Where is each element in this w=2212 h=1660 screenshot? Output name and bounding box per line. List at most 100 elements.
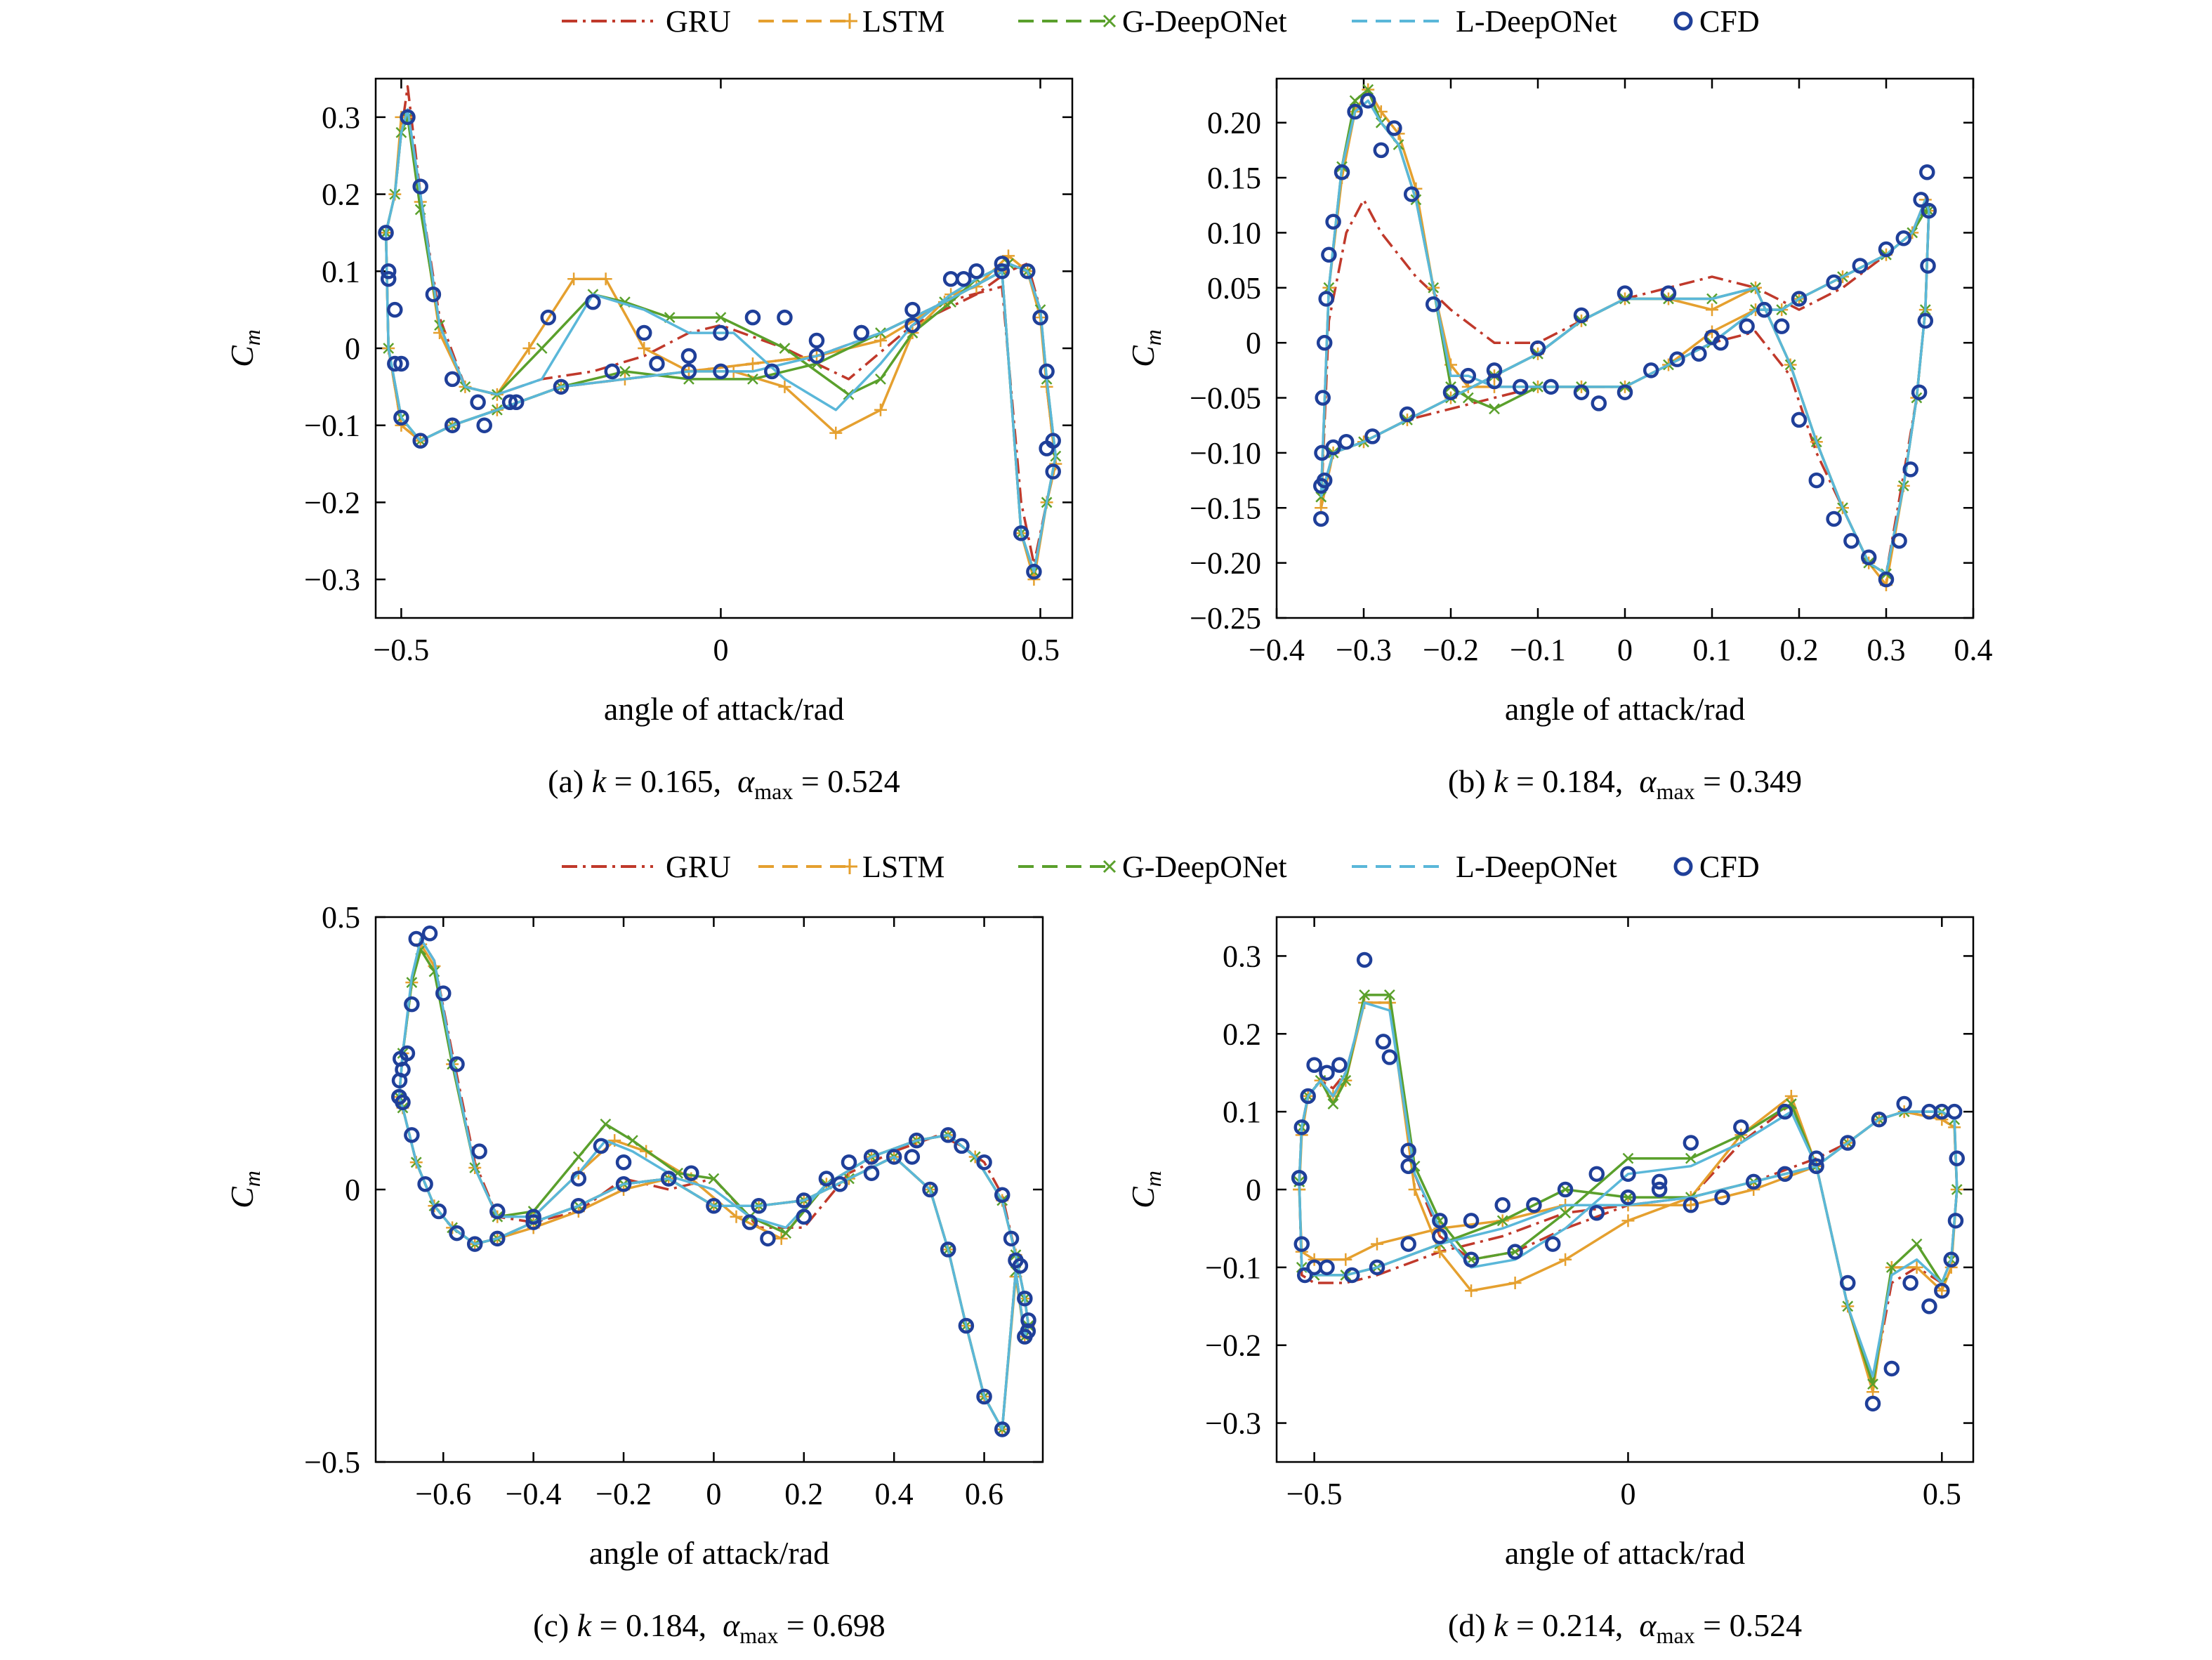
y-tick-label: 0 <box>1246 326 1261 360</box>
cfd-point <box>808 348 825 364</box>
cfd-point <box>1442 384 1459 400</box>
caption-alpha-value: = 0.524 <box>1695 1607 1802 1643</box>
cfd-point <box>1343 1267 1360 1284</box>
y-tick-label: −0.05 <box>1190 381 1261 416</box>
cfd-point <box>744 309 761 326</box>
cfd-point <box>1883 1360 1900 1377</box>
cfd-point <box>1306 1057 1322 1073</box>
series-marker-lstm <box>567 272 581 286</box>
legend-entry-g-deeponet: G-DeepONet <box>1018 850 1287 884</box>
series-marker-g-deeponet <box>875 374 886 385</box>
cfd-point <box>1347 103 1363 120</box>
legend-entry-l-deeponet: L-DeepONet <box>1352 850 1617 884</box>
caption-alpha-sub: max <box>1657 1623 1695 1648</box>
cfd-point <box>1364 428 1381 444</box>
series-marker-lstm <box>599 272 612 286</box>
cfd-point <box>1745 1173 1762 1190</box>
cfd-point <box>1683 1135 1699 1151</box>
cfd-point <box>1588 1205 1605 1221</box>
cfd-point <box>1588 1166 1605 1183</box>
cfd-point <box>1921 1103 1937 1120</box>
cfd-point <box>958 1317 975 1334</box>
caption-k-label: k <box>1494 1607 1509 1643</box>
cfd-point <box>408 930 425 947</box>
caption-k-label: k <box>1494 763 1509 799</box>
cfd-point <box>444 417 461 433</box>
cfd-point <box>1840 1135 1856 1151</box>
x-tick-label: −0.4 <box>506 1477 562 1511</box>
cfd-point <box>412 433 428 449</box>
cfd-point <box>1386 120 1402 136</box>
x-tick-label: 0.5 <box>1021 633 1060 667</box>
y-tick-label: −0.3 <box>1205 1407 1261 1441</box>
cfd-point <box>1791 291 1808 307</box>
series-marker-g-deeponet <box>1622 1192 1634 1203</box>
cfd-point <box>956 271 972 287</box>
series-marker-lstm <box>829 426 843 440</box>
y-tick-label: 0.2 <box>1223 1017 1261 1051</box>
cfd-point <box>831 1175 848 1192</box>
cfd-point <box>1319 1065 1335 1081</box>
y-tick-label: −0.25 <box>1190 601 1261 635</box>
caption-alpha: α <box>723 1607 740 1643</box>
y-tick-label: 0.10 <box>1207 216 1261 250</box>
legend-2: GRU LSTM G-DeepONet L-DeepONet CFD <box>562 850 1760 884</box>
cfd-point <box>1777 1166 1793 1183</box>
x-tick-label: −0.2 <box>595 1477 652 1511</box>
cfd-point <box>1852 258 1869 274</box>
y-tick-label: −0.2 <box>304 485 360 520</box>
cfd-point <box>713 363 729 380</box>
cfd-point <box>1660 285 1677 301</box>
cfd-point <box>760 1230 776 1247</box>
y-tick-label: 0.5 <box>322 900 360 935</box>
cfd-point <box>1003 1230 1020 1247</box>
cfd-point <box>615 1154 632 1171</box>
series-marker-g-deeponet <box>1383 989 1395 1001</box>
cfd-point <box>525 1214 541 1230</box>
cfd-point <box>954 1138 970 1154</box>
cfd-point <box>1791 411 1808 428</box>
caption-alpha-sub: max <box>754 779 793 804</box>
cfd-point <box>393 409 409 426</box>
y-tick-label: 0 <box>345 1173 360 1207</box>
series-line-g-deeponet <box>1298 994 1958 1385</box>
cfd-point <box>1878 241 1895 258</box>
cfd-point <box>994 256 1010 272</box>
series-marker-lstm <box>1621 1214 1635 1227</box>
y-axis-label: Cm <box>1125 1171 1166 1208</box>
legend-marker <box>842 859 857 874</box>
cfd-point <box>1683 1197 1699 1213</box>
chart-panel-c: −0.6 −0.4 −0.2 0 0.2 0.4 0.6 −0.5 0 0.5 angle of a… <box>224 900 1044 1648</box>
x-tick-label: 0.2 <box>1780 633 1819 667</box>
cfd-point <box>1949 1150 1966 1166</box>
cfd-point <box>553 378 570 395</box>
series-marker-lstm <box>775 1232 788 1245</box>
cfd-point <box>393 355 409 372</box>
series-marker-g-deeponet <box>1362 84 1374 95</box>
series-marker-lstm <box>1784 1089 1798 1102</box>
cfd-point <box>904 301 921 318</box>
cfd-point <box>1896 1095 1912 1112</box>
plot-area <box>391 925 1036 1437</box>
y-tick-label: −0.3 <box>304 562 360 597</box>
cfd-point <box>1919 164 1935 180</box>
series-marker-lstm <box>730 1210 743 1223</box>
cfd-point <box>1943 1251 1959 1268</box>
cfd-point <box>1318 291 1334 307</box>
series-marker-g-deeponet <box>1349 95 1361 107</box>
series-marker-g-deeponet <box>779 343 791 354</box>
cfd-point <box>449 1225 465 1241</box>
series-marker-g-deeponet <box>780 1227 792 1239</box>
cfd-point <box>570 1198 587 1214</box>
x-tick-label: 0.4 <box>1954 633 1993 667</box>
series-marker-g-deeponet <box>1685 1152 1697 1164</box>
series-line-l-deeponet <box>1319 99 1930 576</box>
series-marker-lstm <box>746 357 759 370</box>
cfd-point <box>922 1181 938 1198</box>
series-marker-g-deeponet <box>1867 1378 1878 1390</box>
cfd-point <box>1920 258 1936 274</box>
y-tick-label: 0.2 <box>322 178 360 212</box>
caption-alpha: α <box>1639 763 1657 799</box>
y-axis-label-text: Cm <box>224 1171 265 1208</box>
cfd-point <box>1617 384 1633 400</box>
